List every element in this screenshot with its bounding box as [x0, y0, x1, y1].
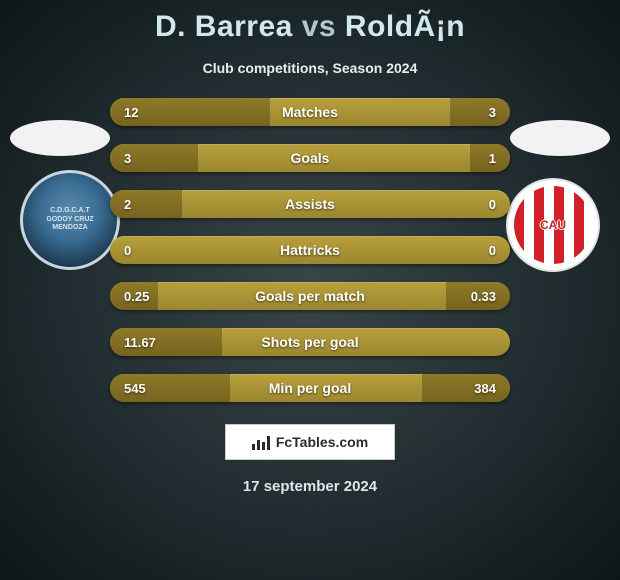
stat-value-right: 0	[489, 243, 496, 258]
player1-name: D. Barrea	[155, 10, 293, 43]
stat-value-right: 0.33	[471, 289, 496, 304]
chart-icon	[252, 434, 272, 450]
footer-date: 17 september 2024	[0, 478, 620, 495]
stat-label: Shots per goal	[261, 334, 358, 350]
stat-value-left: 12	[124, 105, 138, 120]
player1-portrait-placeholder	[10, 120, 110, 156]
stat-bar-fill-right	[422, 374, 510, 402]
stat-value-right: 0	[489, 197, 496, 212]
club-badge-left-text: C.D.G.C.A.T GODOY CRUZ MENDOZA	[46, 207, 93, 232]
stat-value-right: 1	[489, 151, 496, 166]
club-badge-left: C.D.G.C.A.T GODOY CRUZ MENDOZA	[20, 170, 120, 270]
footer-brand-text: FcTables.com	[276, 434, 368, 450]
vs-separator: vs	[302, 10, 336, 43]
stat-label: Min per goal	[269, 380, 351, 396]
comparison-title: D. Barrea vs RoldÃ¡n	[0, 0, 620, 44]
stat-value-right: 3	[489, 105, 496, 120]
stat-label: Goals	[291, 150, 330, 166]
stat-label: Goals per match	[255, 288, 365, 304]
stat-bars-container: 12Matches33Goals12Assists00Hattricks00.2…	[110, 98, 510, 402]
club-badge-right: CAU	[506, 178, 600, 272]
stat-bar: 2 Assists 0	[110, 190, 510, 218]
stat-label: Assists	[285, 196, 335, 212]
subtitle: Club competitions, Season 2024	[0, 60, 620, 76]
stat-value-left: 545	[124, 381, 146, 396]
stat-bar-fill-left	[110, 190, 182, 218]
stat-label: Matches	[282, 104, 338, 120]
stat-bar: 12 Matches 3	[110, 98, 510, 126]
stat-bar: 3 Goals 1	[110, 144, 510, 172]
stat-value-left: 11.67	[124, 335, 156, 350]
stat-bar-fill-right	[450, 98, 510, 126]
stat-bar: 11.67 Shots per goal	[110, 328, 510, 356]
stat-value-left: 2	[124, 197, 131, 212]
stat-value-left: 0	[124, 243, 131, 258]
stat-bar: 0 Hattricks 0	[110, 236, 510, 264]
footer-brand-box[interactable]: FcTables.com	[225, 424, 395, 460]
club-badge-right-letters: CAU	[540, 218, 566, 232]
stat-bar: 0.25 Goals per match 0.33	[110, 282, 510, 310]
stat-value-left: 3	[124, 151, 131, 166]
stat-bar: 545 Min per goal 384	[110, 374, 510, 402]
stat-value-right: 384	[474, 381, 496, 396]
player2-name: RoldÃ¡n	[345, 10, 465, 43]
stat-label: Hattricks	[280, 242, 340, 258]
player2-portrait-placeholder	[510, 120, 610, 156]
stat-value-left: 0.25	[124, 289, 149, 304]
